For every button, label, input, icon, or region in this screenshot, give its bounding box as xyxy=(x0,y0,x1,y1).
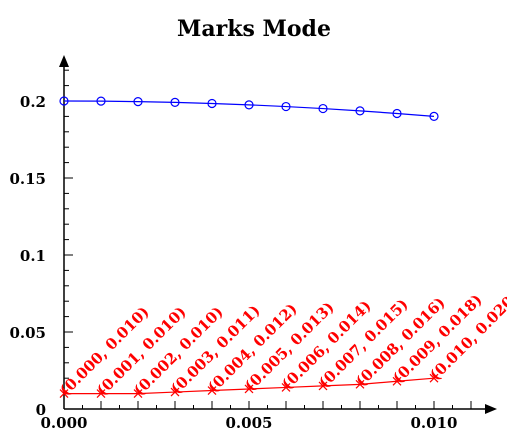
marker-stroke xyxy=(207,386,217,395)
data-point-marker xyxy=(170,387,180,397)
y-axis-arrow xyxy=(59,55,69,67)
data-point-marker xyxy=(207,98,217,109)
data-point-marker xyxy=(355,379,365,389)
data-point-marker xyxy=(392,376,402,386)
y-tick-label: 0.15 xyxy=(9,170,46,188)
data-point-marker xyxy=(392,108,402,119)
marker-stroke xyxy=(170,387,180,397)
marker-stroke xyxy=(59,389,69,399)
y-tick-label: 0.05 xyxy=(9,324,46,342)
marker-stroke xyxy=(281,383,291,392)
data-point-marker xyxy=(133,97,143,107)
x-tick-label: 0.000 xyxy=(41,414,88,432)
data-point-marker xyxy=(170,97,180,107)
marker-stroke xyxy=(96,389,106,399)
data-point-marker xyxy=(318,381,328,391)
data-point-marker xyxy=(318,103,328,114)
data-point-marker xyxy=(244,384,254,394)
data-point-marker xyxy=(429,373,439,383)
data-point-marker xyxy=(96,96,106,106)
marker-stroke xyxy=(133,389,143,399)
data-point-marker xyxy=(281,383,291,392)
marker-stroke xyxy=(355,379,365,389)
axes: 0.000 0.005 0.010 0 0.05 0.1 0.15 0.2 xyxy=(9,55,497,432)
data-point-marker xyxy=(355,106,365,116)
data-point-marker xyxy=(96,389,106,399)
data-point-marker xyxy=(244,100,254,110)
marker-stroke xyxy=(429,373,439,383)
series-line xyxy=(63,100,435,117)
data-point-marker xyxy=(59,389,69,399)
marker-stroke xyxy=(244,384,254,394)
x-axis-arrow xyxy=(485,404,497,414)
marker-stroke xyxy=(318,381,328,391)
x-tick-label: 0.010 xyxy=(411,414,458,432)
chart-title: Marks Mode xyxy=(177,16,331,42)
data-point-marker xyxy=(281,101,291,112)
data-point-marker xyxy=(59,96,69,106)
marker-stroke xyxy=(392,376,402,386)
data-point-marker xyxy=(207,386,217,395)
y-tick-label: 0.2 xyxy=(20,93,46,111)
data-point-marker xyxy=(133,389,143,399)
data-point-marker xyxy=(429,111,439,122)
y-tick-label: 0 xyxy=(36,401,46,419)
x-tick-label: 0.005 xyxy=(226,414,273,432)
plot-area: (0.000, 0.010)(0.001, 0.010)(0.002, 0.01… xyxy=(56,96,507,399)
y-tick-label: 0.1 xyxy=(20,247,46,265)
